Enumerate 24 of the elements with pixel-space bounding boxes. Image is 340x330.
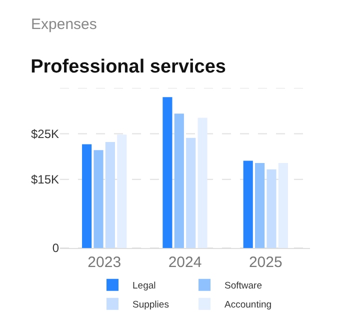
x-tick-label: 2024	[168, 254, 202, 271]
bar	[117, 134, 127, 248]
legend-label: Legal	[132, 280, 156, 292]
bar	[174, 114, 184, 248]
x-tick-label: 2023	[88, 254, 122, 271]
bar	[105, 142, 115, 248]
bar	[266, 169, 276, 248]
chart-title: Professional services	[30, 56, 226, 78]
bar	[162, 97, 172, 248]
bar	[278, 162, 288, 248]
bar	[255, 162, 265, 248]
legend-label: Software	[224, 280, 262, 292]
x-tick-label: 2025	[248, 254, 282, 271]
y-tick-label: 0	[52, 241, 60, 256]
y-tick-label: $25K	[30, 126, 59, 141]
y-tick-label: $15K	[30, 172, 59, 187]
legend-label: Accounting	[224, 300, 272, 311]
bar	[198, 118, 208, 248]
bar	[82, 144, 92, 248]
chart-subtitle: Expenses	[31, 16, 97, 33]
bar	[243, 160, 253, 248]
bar	[94, 150, 104, 248]
bar	[186, 138, 196, 248]
legend-label: Supplies	[132, 300, 170, 311]
